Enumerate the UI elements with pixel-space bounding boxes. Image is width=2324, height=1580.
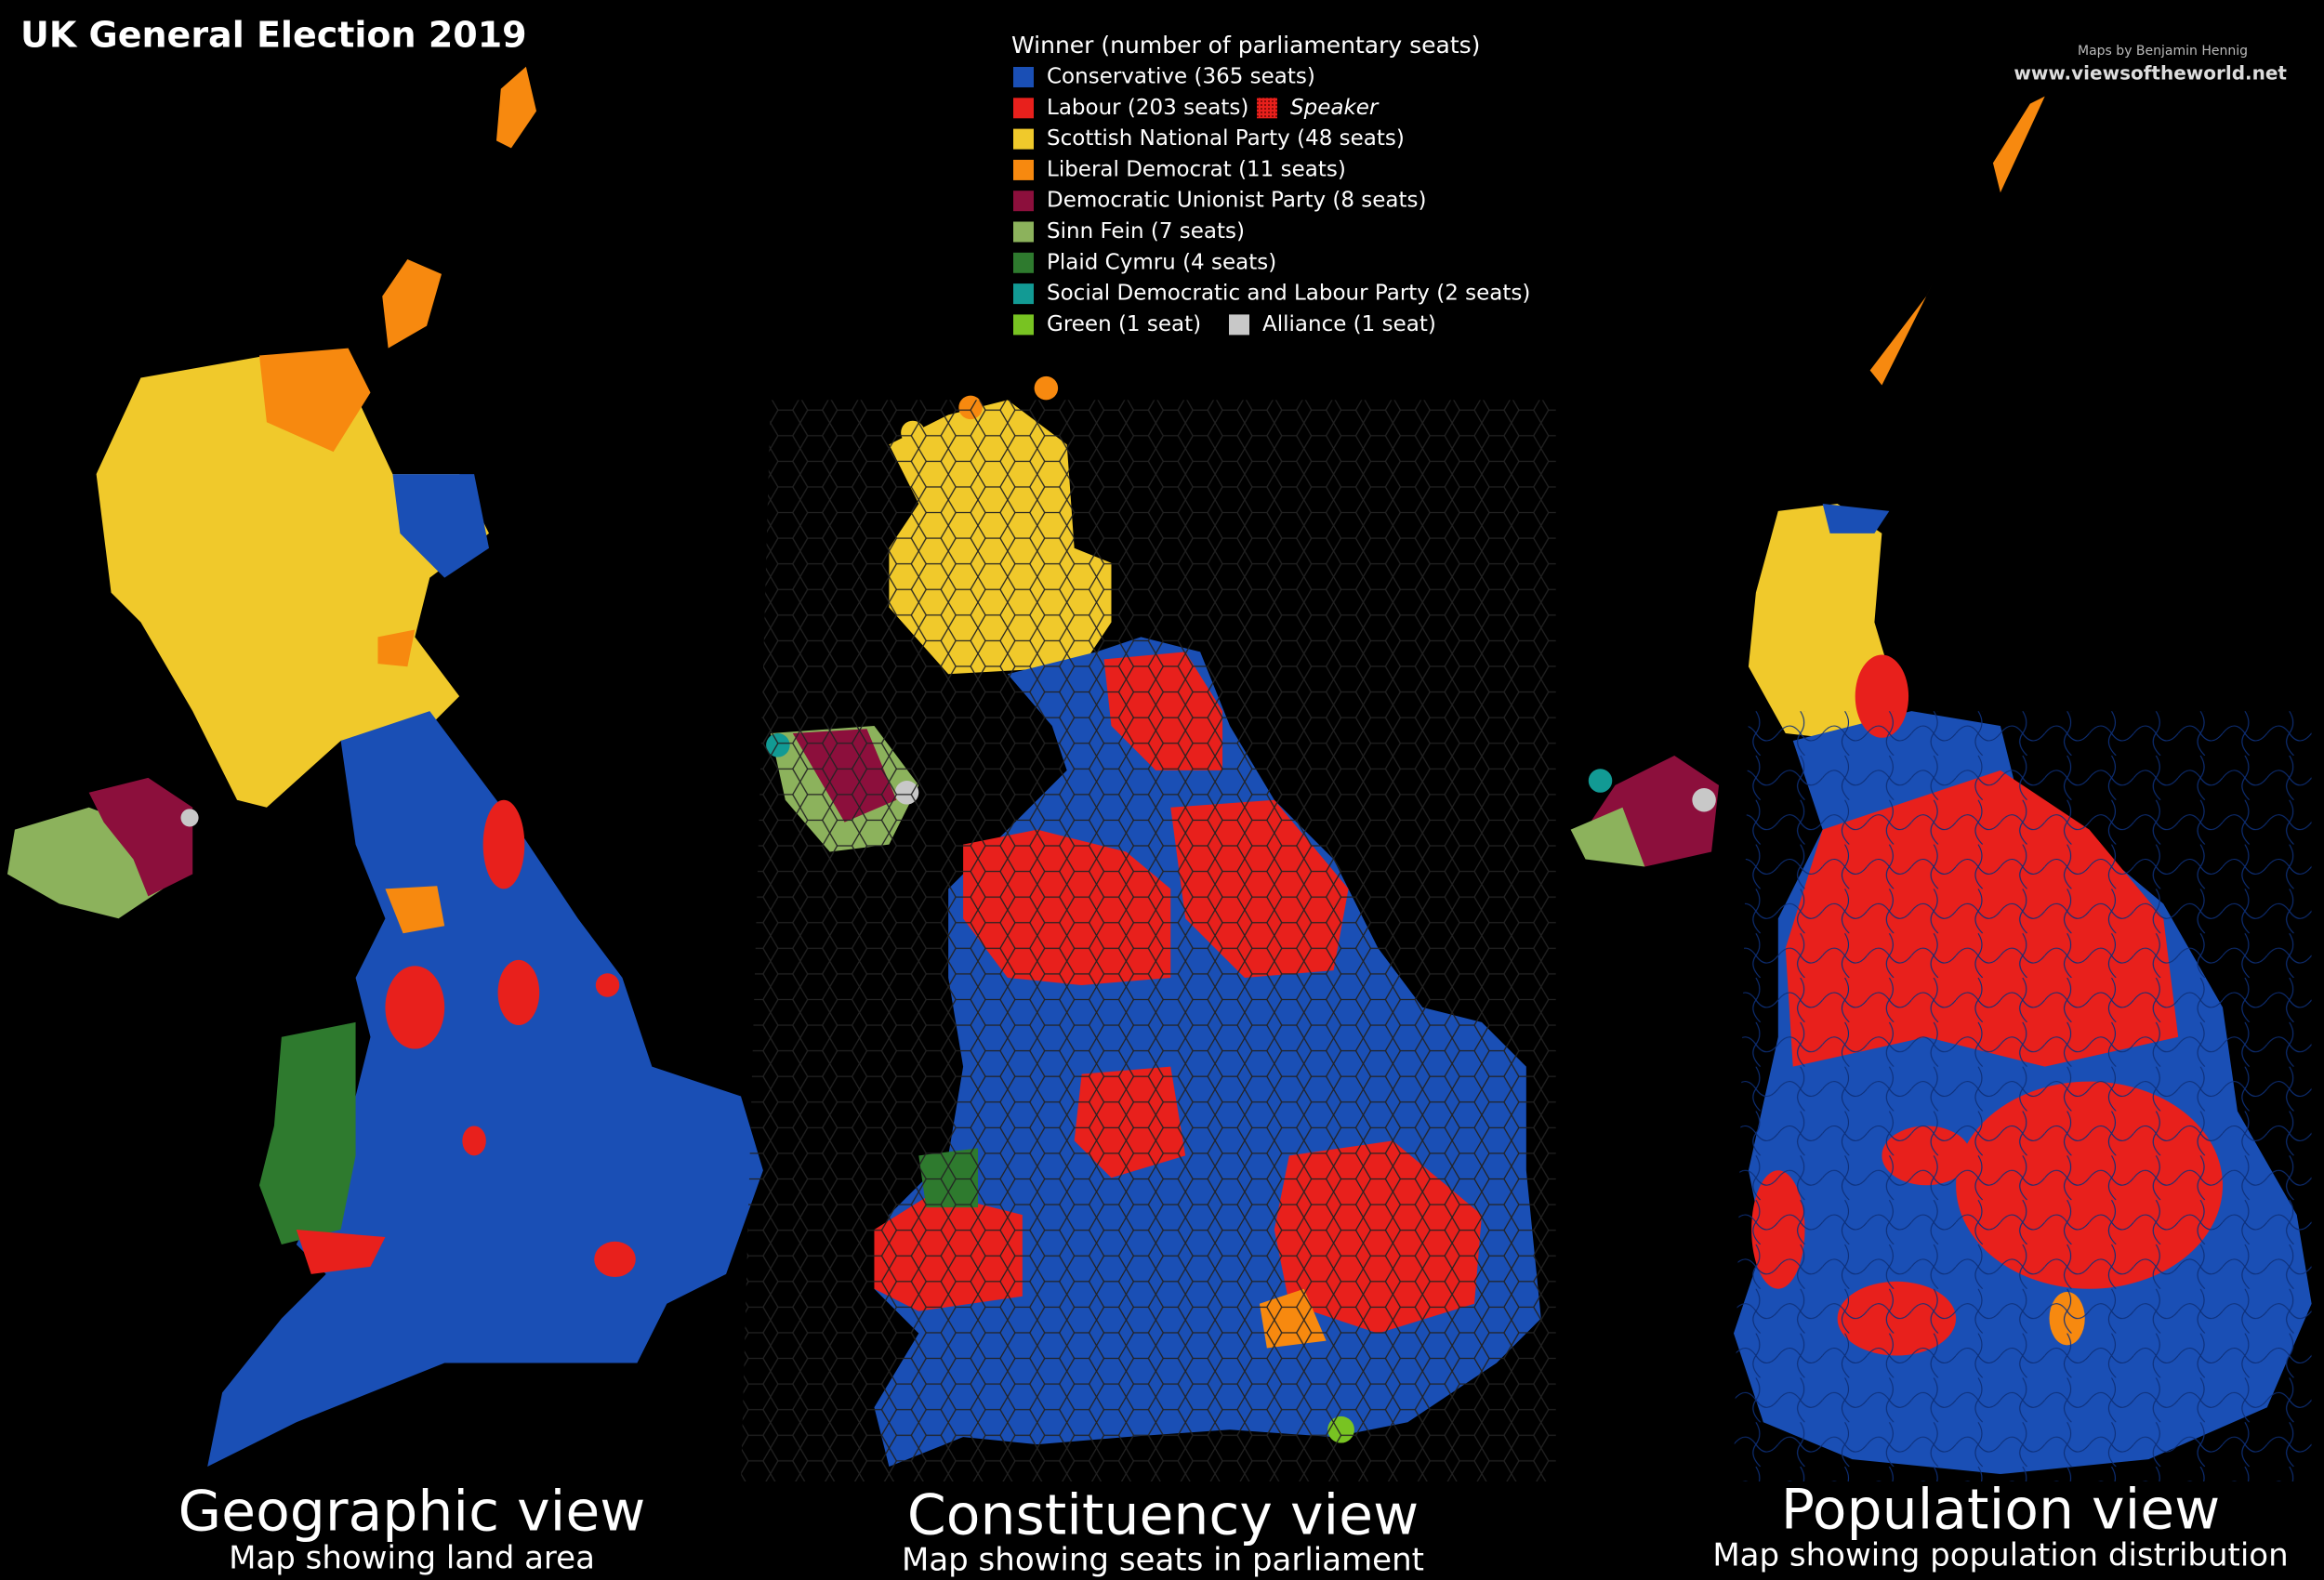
legend-label: Social Democratic and Labour Party (2 se…	[1047, 282, 1530, 306]
legend-label: Democratic Unionist Party (8 seats)	[1047, 189, 1427, 213]
legend-swatch	[1013, 283, 1034, 305]
legend-swatch	[1013, 159, 1034, 180]
view-subtitle: Map showing seats in parliament	[902, 1542, 1424, 1579]
legend-label: Labour (203 seats)	[1047, 96, 1248, 120]
view-title: Constituency view	[907, 1483, 1419, 1548]
legend-label: Green (1 seat)	[1047, 312, 1201, 336]
legend-label: Alliance (1 seat)	[1262, 312, 1436, 336]
legend-label: Sinn Fein (7 seats)	[1047, 219, 1245, 244]
legend: Conservative (365 seats) Labour (203 seat…	[1013, 65, 1530, 336]
legend-swatch	[1013, 221, 1034, 243]
maps	[7, 66, 2312, 1482]
geographic-map	[7, 66, 763, 1468]
main-title: UK General Election 2019	[20, 15, 527, 56]
legend-swatch	[1013, 67, 1034, 87]
legend-label: Plaid Cymru (4 seats)	[1047, 250, 1276, 274]
legend-label: Speaker	[1290, 96, 1380, 120]
legend-swatch	[1013, 252, 1034, 273]
constituency-map	[741, 375, 1556, 1482]
credit-author: Maps by Benjamin Hennig	[2078, 44, 2248, 59]
legend-swatch	[1013, 191, 1034, 212]
legend-label: Liberal Democrat (11 seats)	[1047, 157, 1346, 181]
population-map	[1570, 96, 2312, 1482]
legend-label: Scottish National Party (48 seats)	[1047, 126, 1405, 151]
legend-label: Conservative (365 seats)	[1047, 65, 1315, 89]
view-subtitle: Map showing population distribution	[1712, 1537, 2288, 1574]
legend-swatch	[1257, 98, 1277, 119]
view-title: Population view	[1781, 1478, 2220, 1543]
legend-swatch	[1013, 314, 1034, 336]
legend-swatch	[1013, 98, 1034, 119]
view-subtitle: Map showing land area	[229, 1540, 595, 1577]
legend-title: Winner (number of parliamentary seats)	[1011, 32, 1480, 59]
legend-swatch	[1229, 314, 1249, 336]
legend-swatch	[1013, 128, 1034, 150]
view-title: Geographic view	[178, 1480, 646, 1545]
credit-url: www.viewsoftheworld.net	[2014, 62, 2287, 85]
